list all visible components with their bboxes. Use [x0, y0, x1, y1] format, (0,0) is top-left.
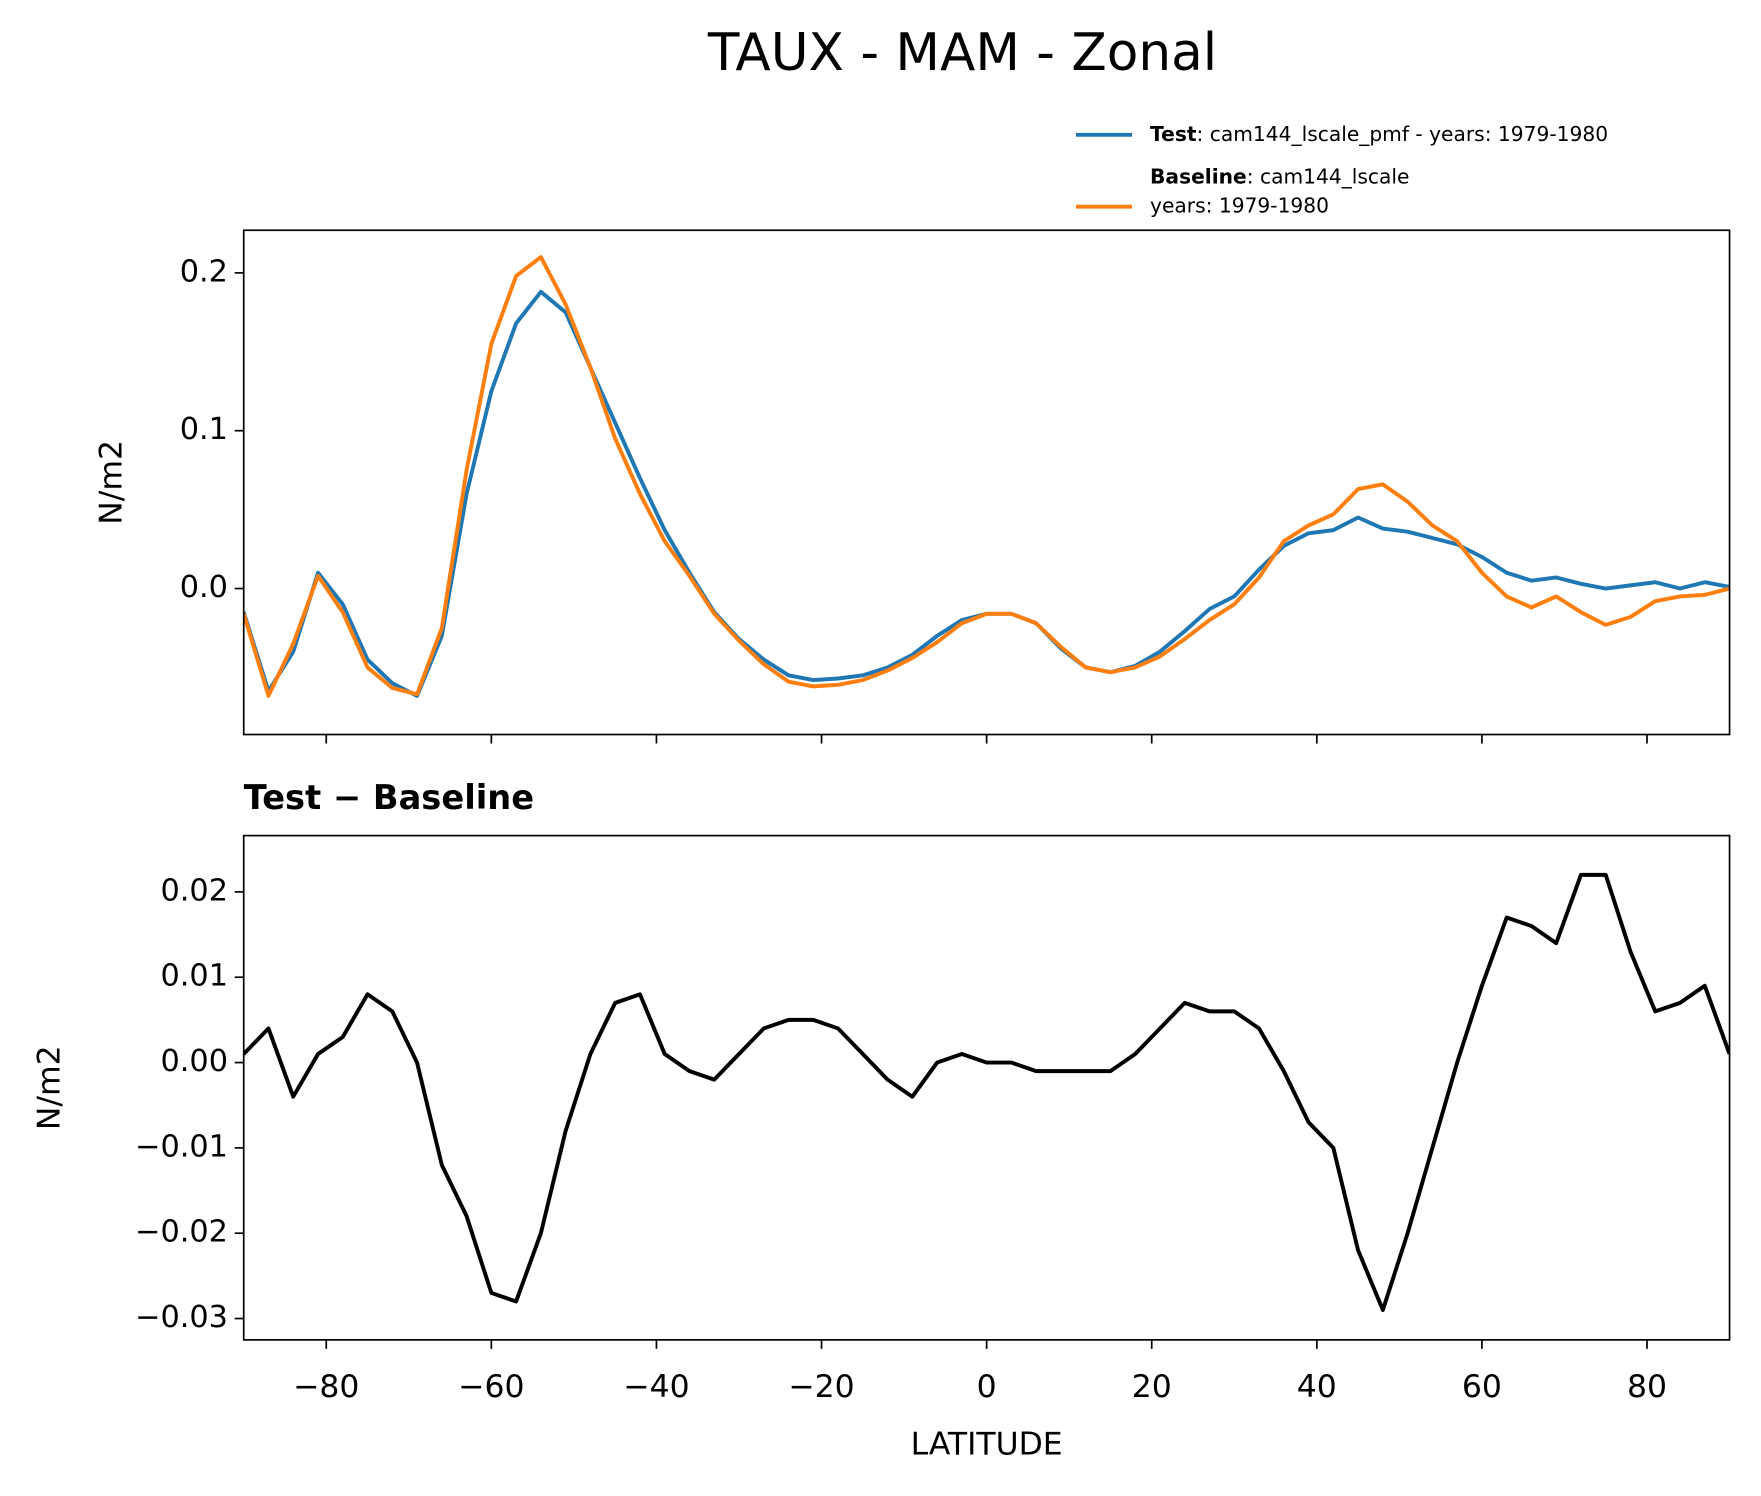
- x-tick-label: 0: [977, 1369, 997, 1405]
- x-tick-label: 60: [1462, 1369, 1502, 1405]
- x-tick-label: −40: [623, 1369, 689, 1405]
- axes-frame: [242, 834, 1731, 1341]
- legend-name: Baseline: [1150, 164, 1247, 188]
- y-tick-label: 0.00: [160, 1044, 228, 1079]
- x-tick-label: 40: [1297, 1369, 1337, 1405]
- y-tick-label: −0.01: [135, 1129, 228, 1164]
- figure-title: TAUX - MAM - Zonal: [707, 23, 1217, 83]
- legend-label: years: 1979-1980: [1150, 193, 1329, 217]
- legend-label: Test: cam144_lscale_pmf - years: 1979-19…: [1150, 121, 1608, 145]
- y-tick-label: 0.02: [160, 873, 228, 908]
- y-tick-label: −0.03: [135, 1300, 228, 1335]
- x-tick-label: −20: [788, 1369, 854, 1405]
- y-tick-label: 0.01: [160, 959, 228, 994]
- y-axis-label: N/m2: [93, 440, 129, 525]
- x-tick-label: −60: [458, 1369, 524, 1405]
- subplot-title: Test − Baseline: [244, 778, 534, 817]
- x-tick-label: 20: [1132, 1369, 1172, 1405]
- x-axis-label: LATITUDE: [911, 1426, 1063, 1462]
- series-line: [243, 255, 1730, 698]
- series-line: [243, 289, 1730, 698]
- legend-detail: years: 1979-1980: [1150, 193, 1329, 217]
- legend-detail: : cam144_lscale: [1247, 164, 1410, 188]
- y-tick-label: −0.02: [135, 1215, 228, 1250]
- axes-frame: [242, 229, 1731, 736]
- legend-name: Test: [1150, 121, 1197, 145]
- y-tick-label: 0.0: [180, 570, 228, 605]
- legend-detail: : cam144_lscale_pmf - years: 1979-1980: [1197, 121, 1609, 145]
- series-line: [243, 872, 1730, 1312]
- legend-label: Baseline: cam144_lscale: [1150, 164, 1409, 188]
- y-tick-label: 0.1: [180, 412, 228, 447]
- x-tick-label: −80: [293, 1369, 359, 1405]
- y-axis-label: N/m2: [32, 1045, 68, 1130]
- y-tick-label: 0.2: [180, 254, 228, 289]
- x-tick-label: 80: [1627, 1369, 1667, 1405]
